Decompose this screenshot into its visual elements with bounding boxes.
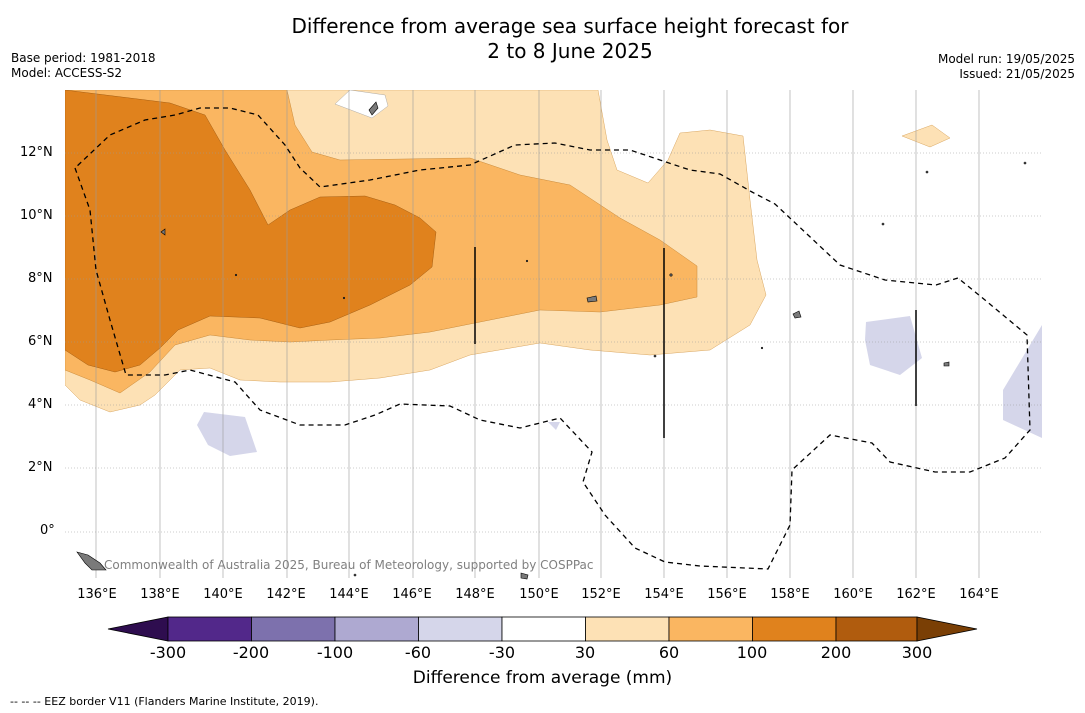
colorbar-bin-4 [418,616,503,642]
colorbar-bin-7 [668,616,753,642]
lon-label-152e: 152°E [581,587,621,602]
colorbar-bin-5 [501,616,586,642]
issued-date: Issued: 21/05/2025 [959,67,1075,81]
island-dot-3 [925,170,929,174]
model-name: Model: ACCESS-S2 [11,66,123,80]
colorbar-extend-low [107,616,169,642]
lat-label-6n: 6°N [28,334,53,349]
colorbar-bin-2 [251,616,336,642]
lon-label-164e: 164°E [959,587,999,602]
island-small-4 [943,361,950,367]
lon-label-148e: 148°E [455,587,495,602]
model-run: Model run: 19/05/2025 [937,52,1075,66]
lon-label-160e: 160°E [833,587,873,602]
colorbar-tick-m300: -300 [149,643,187,662]
colorbar-bin-8 [752,616,837,642]
colorbar-tick-300: 300 [901,643,933,662]
colorbar-bin-6 [585,616,670,642]
model-info: Base period: 1981-2018 Model: ACCESS-S2 [11,51,156,81]
run-info: Model run: 19/05/2025 Issued: 21/05/2025 [938,52,1075,82]
lon-label-146e: 146°E [392,587,432,602]
lon-label-144e: 144°E [329,587,369,602]
lat-label-2n: 2°N [28,460,53,475]
lon-label-154e: 154°E [644,587,684,602]
anomaly-patch-negative-1 [197,412,257,456]
colorbar-tick-m200: -200 [232,643,270,662]
anomaly-patch-negative-4 [548,422,560,430]
island-small-3 [520,572,529,580]
lon-label-140e: 140°E [203,587,243,602]
island-dot-4 [1023,161,1027,165]
base-period: Base period: 1981-2018 [11,51,156,65]
colorbar-bin-3 [334,616,419,642]
colorbar-tick-200: 200 [820,643,852,662]
anomaly-patch-30-60-east [901,124,951,148]
lon-label-158e: 158°E [770,587,810,602]
lat-label-4n: 4°N [28,397,53,412]
anomaly-patch-negative-2 [865,316,922,375]
island-new-guinea-tip [76,551,107,571]
island-small-2 [160,228,166,236]
island-dot-9 [760,346,764,350]
colorbar-tick-100: 100 [736,643,768,662]
lat-label-12n: 12°N [20,145,53,160]
island-dot-10 [353,573,357,577]
island-dot-6 [234,273,238,277]
lat-label-10n: 10°N [20,208,53,223]
lon-label-136e: 136°E [77,587,117,602]
island-dot-7 [342,296,346,300]
island-small-1 [586,295,598,303]
copyright-notice: Commonwealth of Australia 2025, Bureau o… [104,558,594,572]
lat-label-0: 0° [40,523,55,538]
anomaly-patch-negative-3 [1003,325,1042,438]
island-dot-5 [881,222,885,226]
eez-borders [74,107,1031,570]
lat-label-8n: 8°N [28,271,53,286]
colorbar-tick-m100: -100 [316,643,354,662]
graticule [65,90,1042,578]
island-dot-8 [525,259,529,263]
eez-footnote: -- -- -- EEZ border V11 (Flanders Marine… [10,695,319,708]
colorbar-extend-high [916,616,978,642]
island-chuuk [792,310,802,319]
lon-label-162e: 162°E [896,587,936,602]
colorbar-bin-1 [167,616,252,642]
anomaly-band-100-200 [65,90,437,373]
island-dot-2 [653,354,657,358]
parallels [65,152,1042,533]
eez-border-palau-fsm [74,107,1031,570]
meridians [95,90,980,578]
colorbar-tick-60: 60 [658,643,680,662]
lon-label-156e: 156°E [707,587,747,602]
islands [76,101,1027,580]
colorbar-title: Difference from average (mm) [412,668,673,688]
colorbar [107,616,978,642]
colorbar-tick-30: 30 [574,643,596,662]
page-title: Difference from average sea surface heig… [0,14,1085,64]
island-guam [368,101,379,116]
lon-label-138e: 138°E [140,587,180,602]
island-dot-1 [669,273,673,277]
lon-label-142e: 142°E [266,587,306,602]
boundary-lines [474,247,917,438]
colorbar-bin-9 [835,616,918,642]
colorbar-tick-m60: -60 [404,643,432,662]
title-line-1: Difference from average sea surface heig… [291,14,849,38]
colorbar-tick-m30: -30 [488,643,516,662]
title-line-2: 2 to 8 June 2025 [487,39,653,63]
lon-label-150e: 150°E [519,587,559,602]
